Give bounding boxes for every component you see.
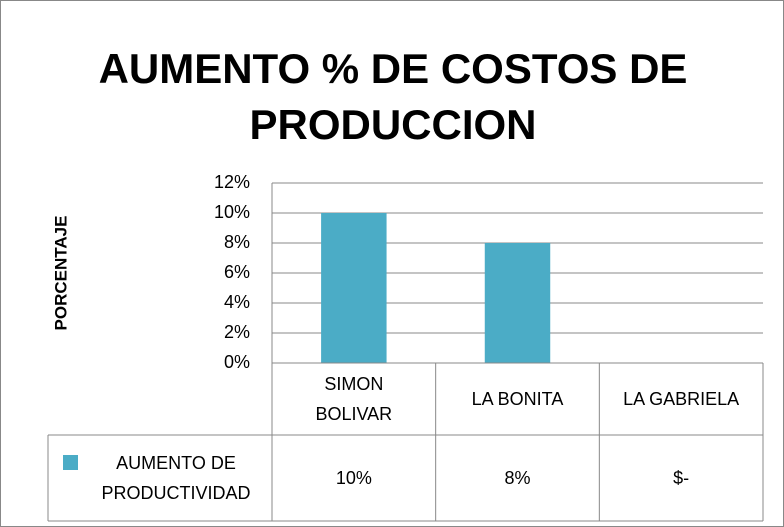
- legend-key: [63, 455, 78, 470]
- x-tick-label: SIMON BOLIVAR: [315, 374, 393, 424]
- x-tick-label: LA BONITA: [471, 389, 564, 409]
- data-label: 8%: [504, 468, 531, 488]
- bar: [321, 213, 387, 363]
- y-tick-label: 0%: [224, 352, 250, 372]
- y-tick-label: 10%: [214, 202, 250, 222]
- x-tick-label: LA GABRIELA: [623, 389, 740, 409]
- bar: [484, 243, 551, 363]
- y-tick-label: 4%: [224, 292, 250, 312]
- y-tick-label: 8%: [224, 232, 250, 252]
- data-label: 10%: [335, 468, 372, 488]
- y-tick-label: 6%: [224, 262, 250, 282]
- legend-label: AUMENTO DE PRODUCTIVIDAD: [101, 453, 251, 503]
- chart-title: AUMENTO % DE COSTOS DE PRODUCCION: [98, 45, 688, 148]
- y-axis-label: PORCENTAJE: [51, 216, 70, 331]
- data-label: $-: [673, 468, 690, 488]
- y-tick-label: 12%: [214, 172, 250, 192]
- y-tick-label: 2%: [224, 322, 250, 342]
